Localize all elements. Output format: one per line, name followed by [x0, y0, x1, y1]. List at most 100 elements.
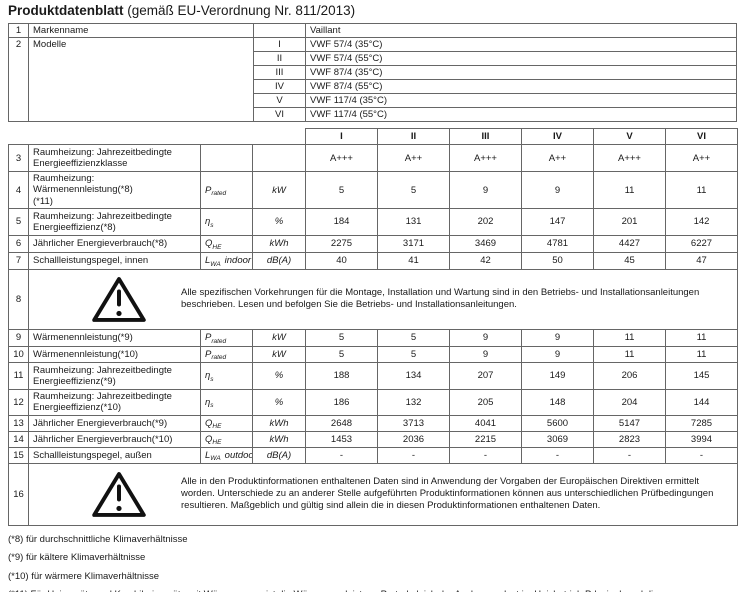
symbol-subscript: s	[210, 402, 214, 410]
symbol-cell: Prated	[200, 345, 253, 363]
value-cell: 40	[305, 251, 378, 270]
value-cell: -	[521, 446, 594, 464]
table-row: 1 Markenname Vaillant	[8, 22, 737, 39]
column-header: I	[305, 128, 378, 146]
symbol-subscript: HE	[212, 243, 222, 251]
spacer-cell	[9, 129, 29, 145]
symbol-letter: η	[205, 216, 211, 228]
symbol-subscript: rated	[211, 190, 227, 197]
symbol-letter: η	[205, 370, 211, 382]
row-number: 7	[8, 251, 29, 270]
value-cell: A++	[521, 144, 594, 173]
unit-cell: kW	[252, 328, 306, 347]
symbol-cell: QHE	[200, 414, 253, 432]
spacer-cell	[201, 129, 253, 145]
symbol-cell: ηs	[200, 388, 253, 416]
value-cell: 5	[305, 171, 378, 209]
symbol-suffix: outdoor	[224, 449, 252, 461]
row-label: Jährlicher Energieverbrauch(*10)	[28, 430, 201, 448]
value-cell: 1453	[305, 430, 378, 448]
model-name: VWF 117/4 (35°C)	[305, 93, 737, 109]
value-cell: 184	[305, 207, 378, 236]
table-row: 2 Modelle I VWF 57/4 (35°C)	[8, 37, 737, 123]
value-cell: 202	[449, 207, 522, 236]
row-number: 12	[8, 388, 29, 416]
notice-text: Alle in den Produktinformationen enthalt…	[181, 475, 714, 512]
value-cell: 5	[377, 328, 450, 347]
value-cell: A+++	[305, 144, 378, 173]
warning-triangle-icon	[92, 471, 146, 517]
symbol-subscript: HE	[212, 423, 222, 431]
row-number: 11	[8, 361, 29, 390]
main-table-body: I II III IV V VI 3 Raumheizung: Jahrezeitbeding…	[8, 128, 738, 526]
value-cell: 9	[521, 171, 594, 209]
symbol-cell: ηs	[200, 207, 253, 236]
value-cell: 2275	[305, 234, 378, 253]
notice: Alle spezifischen Vorkehrungen für die M…	[30, 276, 737, 323]
column-header: IV	[521, 128, 594, 146]
table-row: 7 Schallleistungspegel, innen LWA indoor dB(…	[8, 251, 738, 270]
symbol-subscript: rated	[211, 337, 227, 345]
value-cell: A++	[377, 144, 450, 173]
table-row: III VWF 87/4 (35°C)	[9, 65, 737, 81]
symbol-subscript: rated	[211, 354, 227, 362]
row-number: 15	[8, 446, 29, 464]
table-row: 10 Wärmenennleistung(*10) Prated kW 5 5 9 9 11 11	[8, 345, 738, 363]
value-cell: 3069	[521, 430, 594, 448]
row-number: 5	[8, 207, 29, 236]
row-label: Markenname	[28, 22, 254, 39]
header-row: I II III IV V VI	[9, 128, 738, 146]
symbol-letter: P	[205, 348, 212, 360]
symbol-subscript: WA	[210, 260, 221, 268]
model-index: II	[253, 51, 306, 67]
value-cell: 3713	[377, 414, 450, 432]
footnote-9: (*9) für kältere Klimaverhältnisse	[8, 552, 146, 564]
symbol-cell: QHE	[200, 234, 253, 253]
row-label: Modelle	[28, 37, 254, 123]
model-name: Vaillant	[305, 22, 737, 39]
unit-cell: kWh	[252, 430, 306, 448]
column-header: V	[593, 128, 666, 146]
table-row: 9 Wärmenennleistung(*9) Prated kW 5 5 9 9 11 11	[8, 328, 738, 347]
symbol-letter: L	[205, 449, 211, 461]
value-cell: 206	[593, 361, 666, 390]
value-cell: 11	[665, 345, 738, 363]
table-row: 14 Jährlicher Energieverbrauch(*10) QHE kWh…	[8, 430, 738, 448]
symbol-subscript: s	[210, 221, 214, 229]
value-cell: 207	[449, 361, 522, 390]
value-cell: 204	[593, 388, 666, 416]
notice: Alle in den Produktinformationen enthalt…	[30, 471, 737, 518]
value-cell: 205	[449, 388, 522, 416]
page-title-main: Produktdatenblatt	[8, 3, 124, 18]
row-label: Jährlicher Energieverbrauch(*9)	[28, 414, 201, 432]
value-cell: 132	[377, 388, 450, 416]
table-row: 5 Raumheizung: Jahrezeitbedingte Energiee…	[8, 207, 738, 236]
column-header: II	[377, 128, 450, 146]
model-name: VWF 57/4 (55°C)	[305, 51, 737, 67]
symbol-cell: Prated	[200, 328, 253, 347]
row-label: Raumheizung: Jahrezeitbedingte Energieef…	[28, 144, 201, 173]
model-index: III	[253, 65, 306, 81]
warning-triangle-icon	[92, 276, 146, 322]
value-cell: -	[305, 446, 378, 464]
value-cell: 5	[305, 345, 378, 363]
value-cell: -	[449, 446, 522, 464]
value-cell: 3469	[449, 234, 522, 253]
unit-cell: kW	[252, 345, 306, 363]
row-number: 1	[8, 22, 29, 39]
row-label: Raumheizung: Jahrezeitbedingte Energieef…	[28, 207, 201, 236]
value-cell: 5600	[521, 414, 594, 432]
footnote-8: (*8) für durchschnittliche Klimaverhältn…	[8, 533, 188, 545]
value-cell: 188	[305, 361, 378, 390]
model-index: IV	[253, 79, 306, 95]
unit-cell: dB(A)	[252, 251, 306, 270]
row-label: Wärmenennleistung(*10)	[28, 345, 201, 363]
value-cell: 11	[593, 171, 666, 209]
value-cell: 4781	[521, 234, 594, 253]
value-cell: 5	[377, 345, 450, 363]
row-number: 8	[8, 268, 29, 330]
value-cell: 11	[665, 171, 738, 209]
page-title-suffix: (gemäß EU-Verordnung Nr. 811/2013)	[127, 3, 356, 18]
